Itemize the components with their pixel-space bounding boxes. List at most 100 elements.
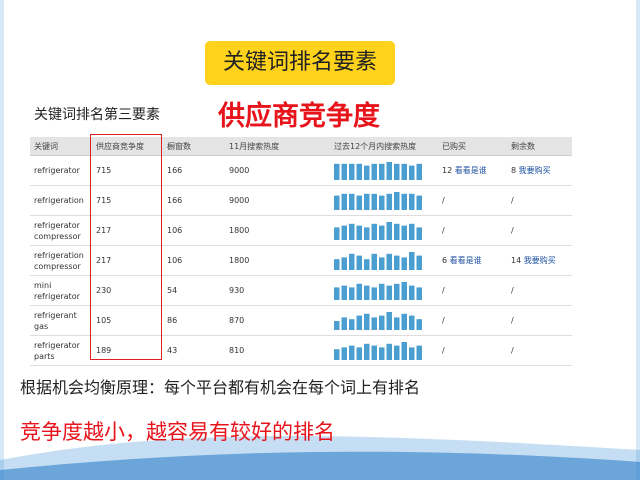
cell: refrigerator parts bbox=[30, 335, 92, 366]
showcase-cell: 86 bbox=[163, 305, 225, 336]
link[interactable]: 看看是谁 bbox=[449, 256, 482, 265]
competition-cell: 230 bbox=[92, 275, 163, 306]
trend-bar bbox=[334, 320, 340, 330]
link[interactable]: 我要购买 bbox=[523, 256, 556, 265]
trend-cell bbox=[330, 185, 438, 216]
column-header: 供应商竞争度 bbox=[92, 137, 163, 156]
keyword: mini refrigerator bbox=[34, 280, 80, 301]
trend-bar bbox=[394, 191, 400, 210]
trend-bar bbox=[394, 345, 400, 360]
trend-cell bbox=[330, 245, 438, 276]
trend-bar bbox=[341, 256, 347, 270]
keyword: refrigerator compressor bbox=[34, 220, 81, 241]
trend-bar bbox=[341, 316, 347, 330]
trend-bar bbox=[416, 163, 422, 180]
link[interactable]: 我要购买 bbox=[518, 166, 551, 175]
trend-bar bbox=[349, 318, 355, 330]
keyword-table: 关键词 供应商竞争度 橱窗数 11月搜索热度 过去12个月内搜索热度 已购买 剩余数 refr… bbox=[30, 137, 572, 366]
competition-cell: 715 bbox=[92, 155, 163, 186]
competition-cell: 189 bbox=[92, 335, 163, 366]
table-row: refrigeration compressor 217 106 1800 6 看看是谁… bbox=[30, 245, 572, 276]
trend-bar bbox=[409, 165, 415, 180]
trend-bar bbox=[401, 225, 407, 240]
trend-bar bbox=[364, 226, 370, 240]
search-cell: 9000 bbox=[225, 155, 330, 186]
cell: mini refrigerator bbox=[30, 275, 92, 306]
cell: refrigerator compressor bbox=[30, 215, 92, 246]
trend-bar bbox=[416, 195, 422, 210]
trend-bar bbox=[401, 256, 407, 270]
remaining-cell: / bbox=[507, 275, 572, 306]
bought-cell: / bbox=[438, 335, 507, 366]
showcase-cell: 106 bbox=[163, 245, 225, 276]
search-cell: 1800 bbox=[225, 245, 330, 276]
count: 14 bbox=[511, 256, 522, 265]
trend-bar bbox=[394, 163, 400, 180]
trend-bar bbox=[334, 286, 340, 300]
keyword: refrigeration bbox=[34, 196, 84, 205]
sparkline bbox=[334, 161, 422, 180]
trend-bar bbox=[401, 163, 407, 180]
trend-bar bbox=[356, 225, 362, 240]
trend-bar bbox=[334, 258, 340, 270]
sparkline bbox=[334, 191, 422, 210]
sparkline bbox=[334, 221, 422, 240]
trend-bar bbox=[334, 163, 340, 180]
keyword: refrigeration compressor bbox=[34, 250, 84, 271]
highlight-box bbox=[90, 134, 162, 360]
bought-cell: 12 看看是谁 bbox=[438, 155, 507, 186]
subtitle: 关键词排名第三要素 bbox=[34, 107, 160, 123]
keyword: refrigerator parts bbox=[34, 340, 80, 361]
remaining-cell: / bbox=[507, 305, 572, 336]
trend-cell bbox=[330, 215, 438, 246]
table-row: refrigerator parts 189 43 810 // bbox=[30, 335, 572, 366]
search-cell: 9000 bbox=[225, 185, 330, 216]
trend-bar bbox=[386, 343, 392, 360]
trend-bar bbox=[364, 165, 370, 180]
remaining-cell: / bbox=[507, 185, 572, 216]
trend-bar bbox=[386, 285, 392, 300]
sparkline bbox=[334, 341, 422, 360]
trend-bar bbox=[394, 316, 400, 330]
column-header: 橱窗数 bbox=[163, 137, 225, 156]
showcase-cell: 54 bbox=[163, 275, 225, 306]
trend-bar bbox=[409, 346, 415, 360]
trend-bar bbox=[394, 255, 400, 270]
trend-bar bbox=[409, 315, 415, 330]
sparkline bbox=[334, 311, 422, 330]
trend-bar bbox=[416, 226, 422, 240]
trend-bar bbox=[341, 163, 347, 180]
trend-bar bbox=[371, 163, 377, 180]
column-header: 过去12个月内搜索热度 bbox=[330, 137, 438, 156]
remaining-cell: 8 我要购买 bbox=[507, 155, 572, 186]
trend-bar bbox=[356, 163, 362, 180]
trend-bar bbox=[409, 251, 415, 270]
title: 关键词排名要素 bbox=[205, 41, 395, 85]
count: 12 bbox=[442, 166, 453, 175]
trend-bar bbox=[379, 315, 385, 330]
trend-bar bbox=[349, 345, 355, 360]
trend-bar bbox=[341, 225, 347, 240]
trend-bar bbox=[379, 346, 385, 360]
trend-bar bbox=[334, 348, 340, 360]
trend-bar bbox=[394, 223, 400, 240]
trend-bar bbox=[416, 345, 422, 360]
trend-bar bbox=[356, 255, 362, 270]
table-row: refrigerator compressor 217 106 1800 // bbox=[30, 215, 572, 246]
conclusion: 竞争度越小，越容易有较好的排名 bbox=[20, 420, 335, 444]
competition-cell: 217 bbox=[92, 215, 163, 246]
trend-bar bbox=[394, 283, 400, 300]
trend-bar bbox=[349, 193, 355, 210]
trend-bar bbox=[364, 258, 370, 270]
link[interactable]: 看看是谁 bbox=[454, 166, 487, 175]
trend-bar bbox=[371, 223, 377, 240]
search-cell: 870 bbox=[225, 305, 330, 336]
trend-bar bbox=[386, 193, 392, 210]
bought-cell: / bbox=[438, 185, 507, 216]
trend-bar bbox=[386, 161, 392, 180]
trend-cell bbox=[330, 155, 438, 186]
showcase-cell: 106 bbox=[163, 215, 225, 246]
keyword: refrigerant gas bbox=[34, 310, 77, 331]
table-row: refrigerant gas 105 86 870 // bbox=[30, 305, 572, 336]
